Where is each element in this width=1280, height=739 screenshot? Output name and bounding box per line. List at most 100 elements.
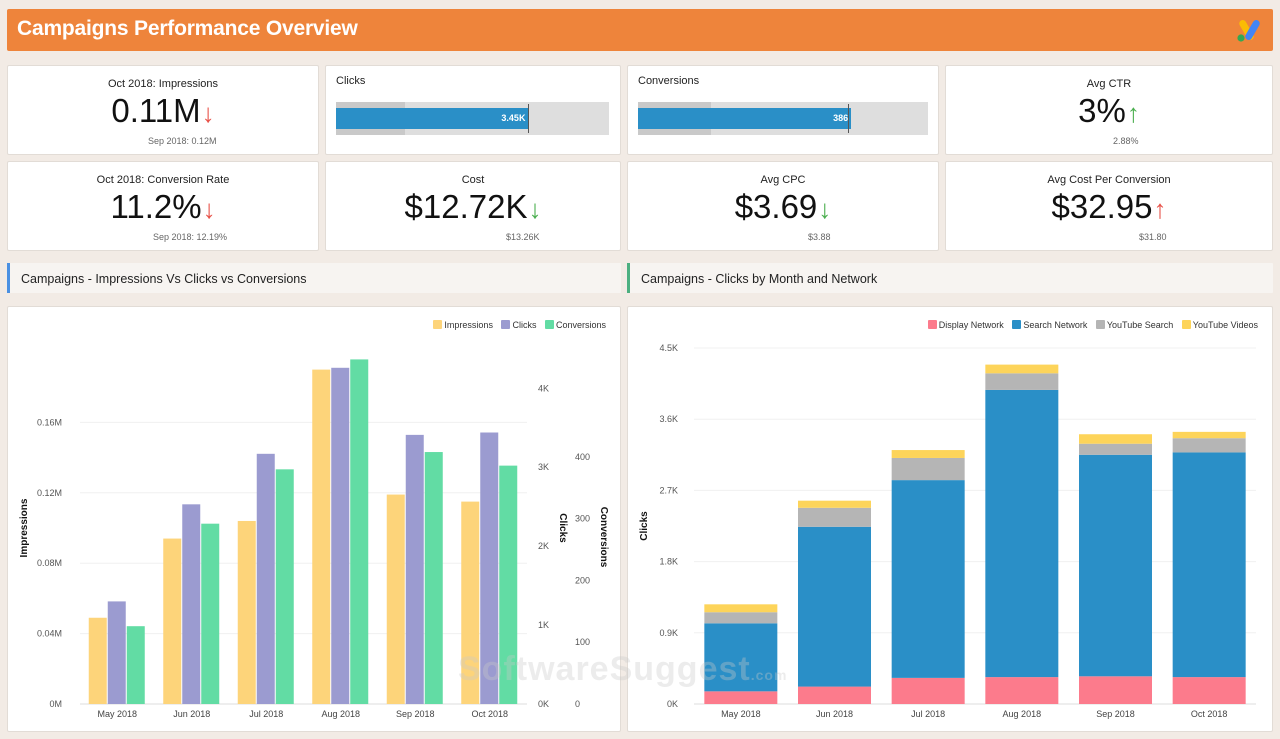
x-tick-label: Oct 2018: [471, 709, 508, 719]
legend-item-clicks[interactable]: Clicks: [501, 320, 536, 330]
right-chart-legend[interactable]: Display Network Search Network YouTube S…: [922, 320, 1258, 330]
kpi-avg-ctr-card[interactable]: Avg CTR 3%↑ 2.88%: [945, 65, 1273, 155]
stack-display-network-2: [891, 677, 965, 704]
watermark: SoftwareSuggest.com: [458, 650, 787, 689]
stack-youtube-videos-4: [1079, 434, 1152, 444]
conversions-bullet-bar: 386: [638, 108, 852, 129]
stack-search-network-0: [704, 623, 778, 692]
left-chart-legend[interactable]: Impressions Clicks Conversions: [427, 320, 606, 330]
kpi-cost-per-conversion-card[interactable]: Avg Cost Per Conversion $32.95↑ $31.80: [945, 161, 1273, 251]
right-section-title: Campaigns - Clicks by Month and Network: [641, 272, 878, 286]
kpi-cost-per-conversion-previous: $31.80: [1139, 232, 1167, 242]
impressions-clicks-conversions-chart-card: Impressions Clicks Conversions 0M 0.04M 0.…: [7, 306, 621, 732]
bar-conversions-4: [424, 452, 443, 704]
kpi-impressions-label: Oct 2018: Impressions: [107, 78, 219, 90]
kpi-impressions-number: 0.11M: [111, 92, 201, 129]
watermark-suffix: .com: [750, 667, 788, 683]
kpi-cost-value: $12.72K↓: [326, 188, 620, 226]
kpi-clicks-card[interactable]: Clicks 3.45K: [325, 65, 621, 155]
kpi-avg-cpc-card[interactable]: Avg CPC $3.69↓ $3.88: [627, 161, 939, 251]
bar-impressions-0: [88, 617, 107, 704]
x-tick-label: May 2018: [721, 709, 761, 719]
x-tick-label: Jun 2018: [173, 709, 210, 719]
kpi-conversion-rate-card[interactable]: Oct 2018: Conversion Rate 11.2%↓ Sep 201…: [7, 161, 319, 251]
dashboard-header: Campaigns Performance Overview: [7, 9, 1273, 51]
bar-impressions-2: [237, 520, 256, 704]
bar-clicks-4: [405, 434, 424, 704]
y-tick-label: 2.7K: [659, 485, 678, 495]
y-axis-label: Clicks: [639, 511, 650, 541]
stack-display-network-3: [985, 677, 1059, 704]
stack-youtube-search-5: [1172, 438, 1246, 453]
legend-label: Display Network: [938, 320, 1004, 330]
y3-tick-label: 400: [575, 452, 590, 462]
x-tick-label: Sep 2018: [1096, 709, 1135, 719]
watermark-text: SoftwareSuggest: [458, 650, 751, 688]
conversions-bullet-track: 386: [638, 102, 928, 135]
arrow-down-icon: ↓: [202, 194, 216, 224]
right-section-header: Campaigns - Clicks by Month and Network: [627, 263, 1273, 293]
legend-item-conversions[interactable]: Conversions: [544, 320, 606, 330]
y-tick-label: 4.5K: [659, 343, 678, 353]
legend-item-youtube-videos[interactable]: YouTube Videos: [1181, 320, 1258, 330]
kpi-avg-ctr-value: 3%↑: [946, 92, 1272, 130]
bar-conversions-1: [201, 523, 220, 704]
legend-item-impressions[interactable]: Impressions: [433, 320, 493, 330]
stack-youtube-search-2: [891, 457, 965, 481]
clicks-by-network-chart-card: Display Network Search Network YouTube S…: [627, 306, 1273, 732]
arrow-down-icon: ↓: [201, 98, 215, 128]
legend-swatch: [433, 320, 443, 329]
bar-impressions-4: [386, 494, 405, 704]
stack-search-network-4: [1079, 454, 1152, 677]
right-chart-svg: 0K 0.9K 1.8K 2.7K 3.6K 4.5K Clicks May 2018 Jun …: [639, 343, 1256, 719]
kpi-avg-ctr-previous: 2.88%: [1113, 136, 1139, 146]
google-ads-icon: [1237, 20, 1260, 42]
stack-display-network-1: [798, 686, 871, 704]
bar-conversions-2: [275, 469, 294, 704]
bar-clicks-1: [182, 504, 201, 704]
kpi-conversion-rate-previous: Sep 2018: 12.19%: [153, 232, 228, 242]
kpi-impressions-card[interactable]: Oct 2018: Impressions 0.11M↓ Sep 2018: 0…: [7, 65, 319, 155]
stack-display-network-4: [1079, 676, 1152, 704]
kpi-cost-previous: $13.26K: [506, 232, 540, 242]
bar-impressions-3: [312, 369, 331, 704]
legend-swatch: [544, 320, 554, 329]
y-axis-label: Impressions: [19, 498, 30, 557]
y2-tick-label: 0K: [538, 699, 549, 709]
stack-youtube-videos-5: [1172, 431, 1246, 439]
y-tick-label: 0.12M: [37, 488, 62, 498]
y3-axis-label: Conversions: [598, 507, 609, 568]
legend-label: YouTube Videos: [1192, 320, 1258, 330]
stack-youtube-videos-1: [798, 500, 871, 508]
legend-swatch: [501, 320, 511, 329]
kpi-cost-per-conversion-number: $32.95: [1051, 188, 1153, 225]
bar-clicks-2: [256, 453, 275, 704]
kpi-avg-cpc-label: Avg CPC: [760, 174, 806, 186]
stack-youtube-search-1: [798, 507, 871, 527]
kpi-cost-per-conversion-label: Avg Cost Per Conversion: [1047, 174, 1171, 186]
y-tick-label: 0.16M: [37, 417, 62, 427]
clicks-bullet-value: 3.45K: [501, 113, 526, 123]
clicks-target-marker: [528, 104, 530, 133]
kpi-cost-number: $12.72K: [404, 188, 528, 225]
kpi-conversions-card[interactable]: Conversions 386: [627, 65, 939, 155]
kpi-avg-ctr-number: 3%: [1078, 92, 1126, 129]
y2-tick-label: 4K: [538, 383, 549, 393]
bar-clicks-5: [480, 432, 499, 704]
kpi-cost-card[interactable]: Cost $12.72K↓ $13.26K: [325, 161, 621, 251]
legend-label: Conversions: [555, 320, 606, 330]
y2-tick-label: 2K: [538, 541, 549, 551]
stack-youtube-search-4: [1079, 443, 1152, 455]
kpi-cost-label: Cost: [461, 174, 485, 186]
kpi-conversions-label: Conversions: [638, 75, 700, 87]
arrow-down-icon: ↓: [818, 194, 832, 224]
legend-item-search-network[interactable]: Search Network: [1012, 320, 1087, 330]
clicks-bullet-track: 3.45K: [336, 102, 609, 135]
legend-swatch: [1095, 320, 1105, 329]
kpi-avg-cpc-previous: $3.88: [808, 232, 831, 242]
legend-item-youtube-search[interactable]: YouTube Search: [1095, 320, 1173, 330]
x-tick-label: Aug 2018: [1003, 709, 1042, 719]
legend-item-display-network[interactable]: Display Network: [927, 320, 1004, 330]
bar-impressions-5: [461, 501, 480, 704]
conversions-bullet-value: 386: [833, 113, 849, 123]
